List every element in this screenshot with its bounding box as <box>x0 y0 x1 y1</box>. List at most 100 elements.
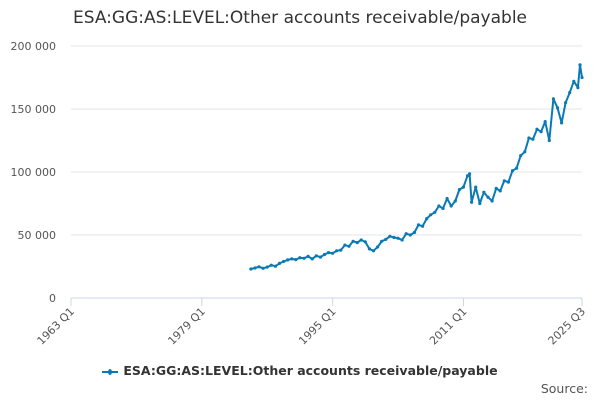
data-point[interactable] <box>515 166 519 170</box>
data-point[interactable] <box>253 266 257 270</box>
data-point[interactable] <box>416 223 421 227</box>
data-point[interactable] <box>502 179 506 183</box>
data-point[interactable] <box>392 235 396 240</box>
data-point[interactable] <box>318 255 322 259</box>
data-point[interactable] <box>408 233 412 237</box>
series-group[interactable] <box>249 63 584 271</box>
data-point[interactable] <box>560 121 564 125</box>
data-point[interactable] <box>367 247 371 251</box>
data-point[interactable] <box>322 252 327 257</box>
data-point[interactable] <box>564 101 568 105</box>
x-tick-label: 1979 Q1 <box>165 305 208 348</box>
data-point[interactable] <box>437 204 441 208</box>
data-point[interactable] <box>543 120 547 124</box>
series-line[interactable] <box>249 63 583 270</box>
data-point[interactable] <box>290 257 294 261</box>
data-point[interactable] <box>490 199 494 203</box>
data-point[interactable] <box>580 75 584 80</box>
data-point[interactable] <box>494 186 498 190</box>
data-point[interactable] <box>498 189 502 193</box>
data-point[interactable] <box>465 174 470 178</box>
data-point[interactable] <box>261 266 265 270</box>
data-point[interactable] <box>273 264 277 268</box>
data-point[interactable] <box>282 259 286 264</box>
data-point[interactable] <box>555 106 560 110</box>
data-point[interactable] <box>441 206 445 211</box>
data-point[interactable] <box>335 249 339 253</box>
legend[interactable]: ESA:GG:AS:LEVEL:Other accounts receivabl… <box>0 363 600 378</box>
data-point[interactable] <box>257 265 261 269</box>
data-point[interactable] <box>351 239 355 243</box>
data-point[interactable] <box>474 185 478 189</box>
y-tick-label: 50 000 <box>18 229 57 242</box>
data-point[interactable] <box>326 251 331 255</box>
data-point[interactable] <box>527 136 531 140</box>
data-point[interactable] <box>551 97 556 101</box>
chart-title: ESA:GG:AS:LEVEL:Other accounts receivabl… <box>72 8 527 28</box>
data-point[interactable] <box>363 240 367 244</box>
data-point[interactable] <box>298 256 302 260</box>
data-point[interactable] <box>523 150 527 154</box>
data-point[interactable] <box>396 236 400 240</box>
data-point[interactable] <box>510 169 515 173</box>
data-point[interactable] <box>457 188 461 192</box>
data-point[interactable] <box>486 195 490 199</box>
x-tick-label: 1995 Q1 <box>296 305 339 348</box>
y-axis: 0 50 000 100 000 150 000 200 000 <box>11 40 57 305</box>
data-point[interactable] <box>359 238 363 242</box>
data-point[interactable] <box>343 243 347 247</box>
data-point[interactable] <box>331 251 335 255</box>
data-point[interactable] <box>568 91 572 95</box>
data-point[interactable] <box>376 245 380 249</box>
data-point[interactable] <box>310 257 314 261</box>
legend-line-marker <box>102 368 119 375</box>
source-label[interactable]: Source: <box>540 381 588 396</box>
y-tick-label: 200 000 <box>11 40 57 53</box>
data-point[interactable] <box>286 258 290 262</box>
y-tick-label: 100 000 <box>11 166 57 179</box>
data-point[interactable] <box>347 244 351 248</box>
data-point[interactable] <box>535 127 539 131</box>
data-point[interactable] <box>249 267 253 271</box>
data-point[interactable] <box>400 238 404 242</box>
data-point[interactable] <box>265 265 269 269</box>
data-point[interactable] <box>539 130 543 134</box>
data-point[interactable] <box>506 180 510 184</box>
data-point[interactable] <box>355 241 359 245</box>
data-point[interactable] <box>449 204 453 208</box>
data-point[interactable] <box>531 137 535 141</box>
data-point[interactable] <box>578 63 582 67</box>
data-point[interactable] <box>269 263 273 267</box>
data-point[interactable] <box>302 256 306 260</box>
data-point[interactable] <box>388 234 392 238</box>
y-tick-label: 150 000 <box>11 103 57 116</box>
data-point[interactable] <box>404 232 408 236</box>
data-point[interactable] <box>547 138 551 143</box>
data-point[interactable] <box>433 210 437 214</box>
data-point[interactable] <box>412 230 416 235</box>
x-tick-label: 2025 Q3 <box>546 305 589 348</box>
data-point[interactable] <box>294 258 298 262</box>
data-point[interactable] <box>453 199 457 203</box>
data-point[interactable] <box>461 185 465 189</box>
data-point[interactable] <box>421 224 425 228</box>
data-point[interactable] <box>425 217 429 221</box>
data-point[interactable] <box>380 239 384 243</box>
data-point[interactable] <box>445 196 449 201</box>
data-point[interactable] <box>468 172 472 176</box>
data-point[interactable] <box>482 190 486 194</box>
data-point[interactable] <box>572 79 576 83</box>
data-point[interactable] <box>384 237 388 241</box>
data-point[interactable] <box>306 254 310 258</box>
data-point[interactable] <box>371 249 376 253</box>
data-point[interactable] <box>576 86 580 90</box>
data-point[interactable] <box>470 200 474 204</box>
data-point[interactable] <box>277 261 282 265</box>
data-point[interactable] <box>314 254 318 258</box>
legend-label[interactable]: ESA:GG:AS:LEVEL:Other accounts receivabl… <box>123 363 498 378</box>
data-point[interactable] <box>519 154 523 158</box>
data-point[interactable] <box>339 248 343 252</box>
data-point[interactable] <box>478 201 482 206</box>
data-point[interactable] <box>429 213 433 217</box>
